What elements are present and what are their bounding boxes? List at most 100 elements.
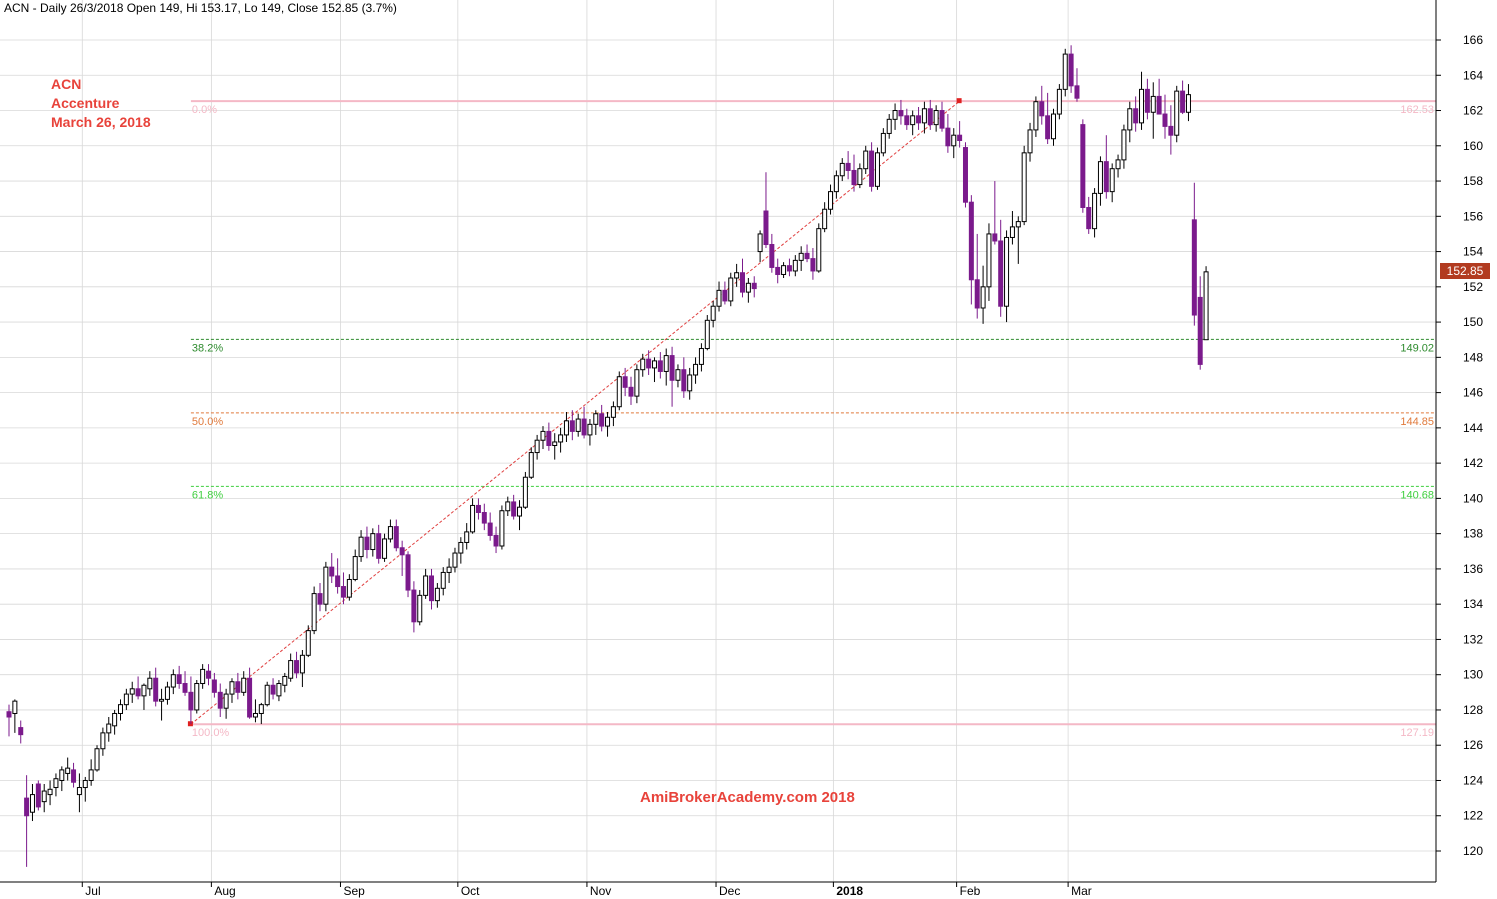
candle-body [728,277,734,302]
y-tick-label: 138 [1463,527,1483,541]
candle-body [35,783,41,808]
candle-body [346,578,352,598]
y-tick-label: 158 [1463,174,1483,188]
candles [6,45,1209,867]
candle-body [745,282,751,293]
candle-body [1015,221,1021,228]
x-tick-label: 2018 [836,884,863,898]
candle-body [458,541,464,554]
candle-body [65,767,71,774]
y-tick-label: 144 [1463,421,1483,435]
candle-body [951,134,957,147]
candle-body [159,698,165,702]
candle-body [734,272,740,279]
candle-body [194,683,200,711]
candle-body [329,566,335,577]
fib-pct-label: 100.0% [192,727,230,739]
fib-pct-label: 61.8% [192,489,223,501]
candle-body [558,434,564,443]
candle-body [464,531,470,543]
candle-body [898,110,904,117]
y-tick-label: 134 [1463,597,1483,611]
candle-body [164,686,170,700]
fib-price-label: 127.19 [1400,727,1434,739]
candle-body [511,501,517,517]
candle-body [106,723,112,734]
candle-body [968,201,974,281]
candle-body [722,289,728,302]
fib-pct-label: 38.2% [192,342,223,354]
candle-body [358,536,364,558]
y-tick-label: 132 [1463,632,1483,646]
candle-body [405,554,411,591]
candle-body [1121,129,1127,161]
candle-body [117,704,123,714]
candle-body [1051,113,1057,140]
candle-body [475,504,481,513]
candle-body [282,675,288,686]
candle-body [892,110,898,120]
y-tick-label: 154 [1463,245,1483,259]
candle-body [123,693,129,706]
candle-body [1103,161,1109,193]
candle-body [393,526,399,549]
fib-price-label: 140.68 [1400,489,1434,501]
candle-body [910,115,916,126]
candle-body [29,794,35,813]
last-price-label: 152.85 [1440,263,1490,279]
candle-body [874,152,880,187]
x-tick-label: Dec [719,884,740,898]
candle-body [1021,152,1027,223]
fib-price-label: 162.53 [1400,104,1434,116]
y-tick-label: 136 [1463,562,1483,576]
candle-body [258,704,264,714]
candle-body [41,790,47,803]
candle-body [757,233,763,253]
candle-body [276,683,282,697]
candle-body [740,272,745,293]
candle-body [980,286,986,309]
candle-body [18,727,24,736]
candle-body [112,712,118,727]
fib-pct-label: 0.0% [192,104,217,116]
candle-body [833,175,839,193]
y-tick-label: 130 [1463,668,1483,682]
candle-body [1039,101,1045,117]
candle-body [434,587,440,602]
candle-body [1109,168,1115,193]
candle-body [634,369,640,397]
candle-body [411,589,417,623]
candle-body [880,132,886,154]
y-tick-label: 164 [1463,68,1483,82]
fib-pct-label: 50.0% [192,416,223,428]
fib-price-label: 144.85 [1400,416,1434,428]
y-tick-label: 120 [1463,844,1483,858]
y-tick-label: 126 [1463,738,1483,752]
candle-body [781,265,787,275]
candle-body [528,452,534,478]
candle-body [962,147,968,203]
candle-body [76,787,82,796]
candle-body [927,108,933,126]
candle-body [669,355,675,381]
candle-body [687,374,693,392]
y-tick-label: 142 [1463,456,1483,470]
candle-body [552,441,558,446]
candle-body [100,732,106,750]
y-tick-label: 162 [1463,104,1483,118]
candle-body [1097,161,1103,194]
candle-body [217,691,223,709]
y-tick-label: 146 [1463,386,1483,400]
y-tick-label: 160 [1463,139,1483,153]
annotation-line-1: ACN [51,76,82,92]
candle-body [141,684,147,697]
candle-body [921,108,927,124]
candle-body [12,700,18,714]
candle-body [1092,192,1098,230]
candle-body [364,536,370,551]
candle-body [1139,88,1145,124]
candle-body [47,788,53,796]
candle-body [323,566,329,605]
